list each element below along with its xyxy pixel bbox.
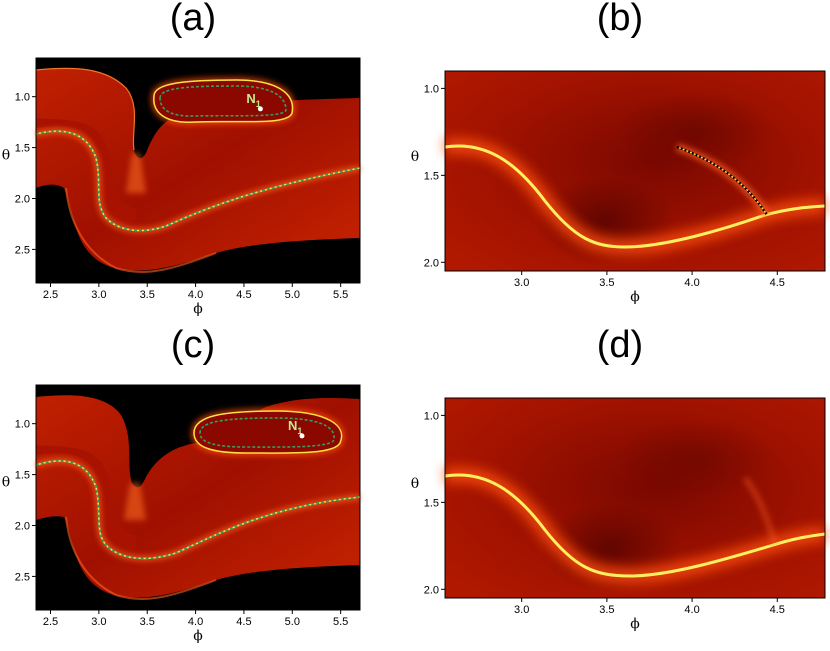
x-tick-label: 3.5 [599,277,614,289]
panel-a-spike [126,153,146,193]
x-tick-label: 4.5 [236,289,251,301]
y-axis-label: θ [411,476,419,492]
panel-c-loop [193,410,343,454]
y-tick-label: 1.0 [15,92,30,104]
plot-frame [35,57,361,284]
panel-a-upper-edge [35,67,136,151]
x-tick-label: 4.0 [684,277,699,289]
panel-c-point [299,433,305,439]
panel-c-annotation-sub: 1 [297,426,302,436]
panel-b-ridge [444,144,826,249]
y-tick-label: 2.0 [424,257,439,269]
panel-a-axes: 2.5 3.0 3.5 4.0 4.5 5.0 5.5 1.0 1.5 2.0 2.5 ϕ θ [2,57,361,317]
panel-b: (b) 3.0 3.5 4.0 4.5 1.0 1.5 2.0 ϕ θ [411,0,826,305]
panel-d-dark-basin-2 [615,418,775,498]
panel-a-label: (a) [170,0,216,39]
plot-frame [35,384,361,611]
x-tick-label: 3.0 [514,604,529,616]
x-axis-label: ϕ [630,616,640,632]
y-tick-label: 1.5 [424,170,439,182]
panel-a: (a) N1 2.5 3.0 3.5 4.0 4.5 5.0 5.51.01.52.02.5… [2,0,361,317]
panel-c-axes: 2.5 3.0 3.5 4.0 4.5 5.0 5.5 1.0 1.5 2.0 2.5 ϕ θ [2,384,361,644]
panel-c-annotation: N1 [288,418,302,436]
panel-a-annotation-sub: 1 [256,99,261,109]
x-tick-label: 4.0 [188,289,203,301]
panel-d-label: (d) [597,324,643,366]
y-axis-label: θ [2,474,10,490]
x-tick-label: 4.5 [236,616,251,628]
panel-a-point [257,106,263,112]
panel-a-loop [153,79,294,123]
panel-c-field-upper-band [36,445,136,552]
x-tick-label: 3.5 [140,289,155,301]
panel-c: (c) N1 2.5 3.0 3.5 4.0 4.5 5.0 5.51.01.52.02.5… [2,324,361,644]
panel-a-lower-edge [65,187,217,274]
panel-b-dark-basin-2 [615,91,775,171]
y-tick-label: 1.0 [424,83,439,95]
x-tick-label: 2.5 [43,289,58,301]
y-axis-label: θ [2,147,10,163]
panel-c-label: (c) [171,324,215,366]
panel-d: (d) 3.0 3.5 4.0 4.5 1.0 1.5 2.0 ϕ θ [411,324,827,632]
y-tick-label: 2.0 [15,520,30,532]
x-axis-label: ϕ [630,289,640,305]
x-tick-label: 3.0 [514,277,529,289]
panel-b-dotted-curve [676,145,769,216]
panel-a-annotation: N1 [246,91,260,109]
y-tick-label: 1.5 [15,143,30,155]
x-tick-label: 3.0 [91,616,106,628]
x-tick-label: 5.5 [333,289,348,301]
x-tick-label: 4.5 [770,604,785,616]
y-tick-label: 2.5 [15,571,30,583]
panel-a-field-upper-band [36,118,136,225]
y-tick-label: 1.5 [424,497,439,509]
y-tick-label: 2.0 [15,193,30,205]
y-tick-label: 1.0 [424,410,439,422]
x-tick-label: 3.5 [599,604,614,616]
panel-a-loop-dashed [159,85,287,117]
x-tick-label: 2.5 [43,616,58,628]
panel-c-lower-edge [65,516,217,601]
panel-d-ridge [444,473,826,578]
panel-d-faint-branch [742,476,778,545]
x-tick-label: 3.5 [140,616,155,628]
x-axis-label: ϕ [193,301,203,317]
y-tick-label: 1.5 [15,470,30,482]
y-tick-label: 1.0 [15,419,30,431]
x-tick-label: 5.5 [333,616,348,628]
x-tick-label: 3.0 [91,289,106,301]
panel-d-axes: 3.0 3.5 4.0 4.5 1.0 1.5 2.0 ϕ θ [411,397,826,632]
x-tick-label: 5.0 [285,289,300,301]
panel-c-loop-dashed [199,417,335,448]
panel-c-annotation-main: N [288,418,297,433]
x-axis-label: ϕ [193,628,203,644]
panel-b-axes: 3.0 3.5 4.0 4.5 1.0 1.5 2.0 ϕ θ [411,70,826,305]
x-tick-label: 4.5 [770,277,785,289]
x-tick-label: 5.0 [285,616,300,628]
panel-a-dashed-curve [35,130,361,232]
panel-a-annotation-main: N [246,91,255,106]
x-tick-label: 4.0 [188,616,203,628]
panel-c-dashed-curve [35,459,361,560]
panel-b-label: (b) [597,0,643,39]
plot-frame [444,70,826,272]
panel-b-branch [676,146,768,216]
x-tick-label: 4.0 [684,604,699,616]
y-axis-label: θ [411,149,419,165]
plot-frame [444,397,826,599]
y-tick-label: 2.5 [15,244,30,256]
panel-c-spike [124,483,146,520]
y-tick-label: 2.0 [424,584,439,596]
